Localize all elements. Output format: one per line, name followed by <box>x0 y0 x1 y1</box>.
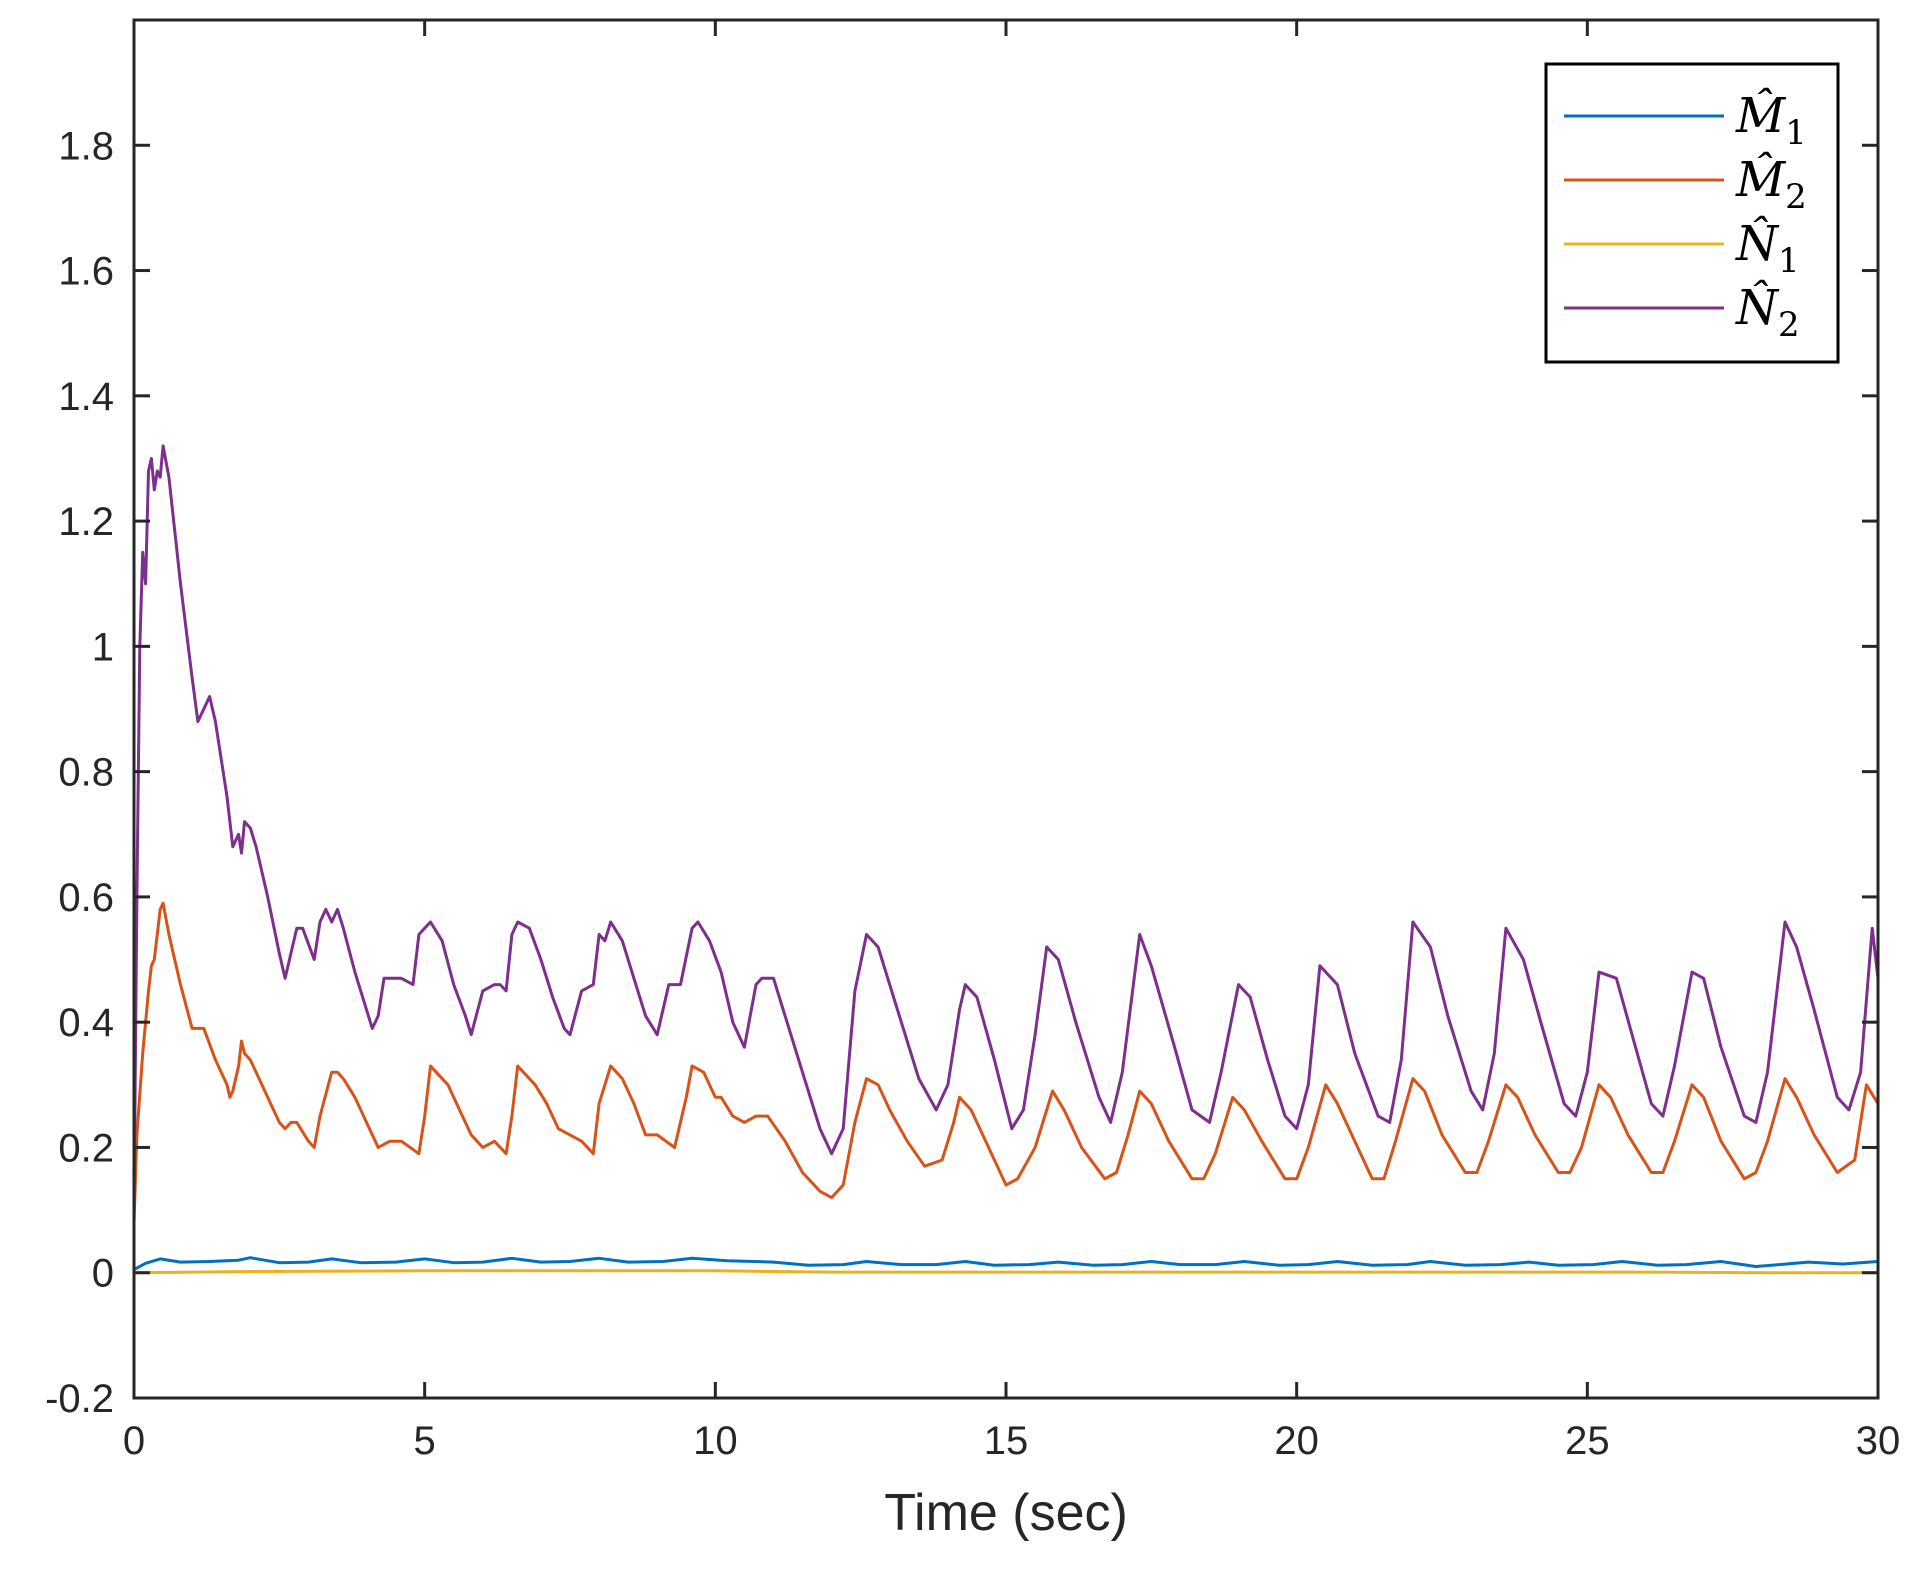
y-tick-label: 1.8 <box>58 124 114 168</box>
legend-entry-symbol: M̂ <box>1735 150 1787 208</box>
legend-entry-subscript: 1 <box>1778 241 1800 281</box>
y-tick-label: -0.2 <box>45 1377 114 1421</box>
series-line-1 <box>133 1256 1879 1271</box>
y-tick-label: 0.8 <box>58 751 114 795</box>
y-tick-labels: -0.2 0 0.2 0.4 0.6 0.8 1 1.2 1.4 1.6 1.8 <box>45 124 114 1421</box>
legend-entry: N̂1 <box>1735 214 1800 281</box>
y-tick-label: 1 <box>92 625 114 669</box>
y-tick-label: 1.4 <box>58 375 114 419</box>
legend-entry-symbol: N̂ <box>1735 214 1780 272</box>
legend-entry-subscript: 2 <box>1778 305 1800 345</box>
series-line-2 <box>132 901 1880 1223</box>
x-tick-label: 5 <box>414 1419 436 1463</box>
x-tick-label: 30 <box>1856 1419 1901 1463</box>
legend-entry: N̂2 <box>1735 278 1800 345</box>
legend-entry: M̂2 <box>1735 150 1807 217</box>
legend-entry-symbol: N̂ <box>1735 278 1780 336</box>
legend-entry-subscript: 2 <box>1785 177 1807 217</box>
legend-box <box>1544 62 1840 364</box>
x-tick-label: 0 <box>123 1419 145 1463</box>
series-line-3 <box>133 1269 1878 1275</box>
y-tick-label: 0.4 <box>58 1001 114 1045</box>
series-layer <box>132 444 1880 1275</box>
x-tick-labels: 0 5 10 15 20 25 30 <box>123 1419 1900 1463</box>
legend: M̂1M̂2N̂1N̂2 <box>1544 62 1840 364</box>
y-tick-label: 1.2 <box>58 500 114 544</box>
y-tick-label: 0 <box>92 1252 114 1296</box>
x-tick-label: 25 <box>1565 1419 1610 1463</box>
legend-entry: M̂1 <box>1735 86 1807 153</box>
legend-entry-subscript: 1 <box>1785 113 1807 153</box>
y-tick-label: 1.6 <box>58 250 114 294</box>
y-tick-label: 0.2 <box>58 1126 114 1170</box>
y-tick-label: 0.6 <box>58 876 114 920</box>
x-tick-label: 20 <box>1274 1419 1319 1463</box>
x-axis-label: Time (sec) <box>884 1484 1128 1542</box>
series-line-4 <box>132 444 1880 1211</box>
plot-frame <box>132 18 1880 1400</box>
x-tick-label: 10 <box>693 1419 738 1463</box>
x-tick-label: 15 <box>984 1419 1029 1463</box>
legend-entry-symbol: M̂ <box>1735 86 1787 144</box>
